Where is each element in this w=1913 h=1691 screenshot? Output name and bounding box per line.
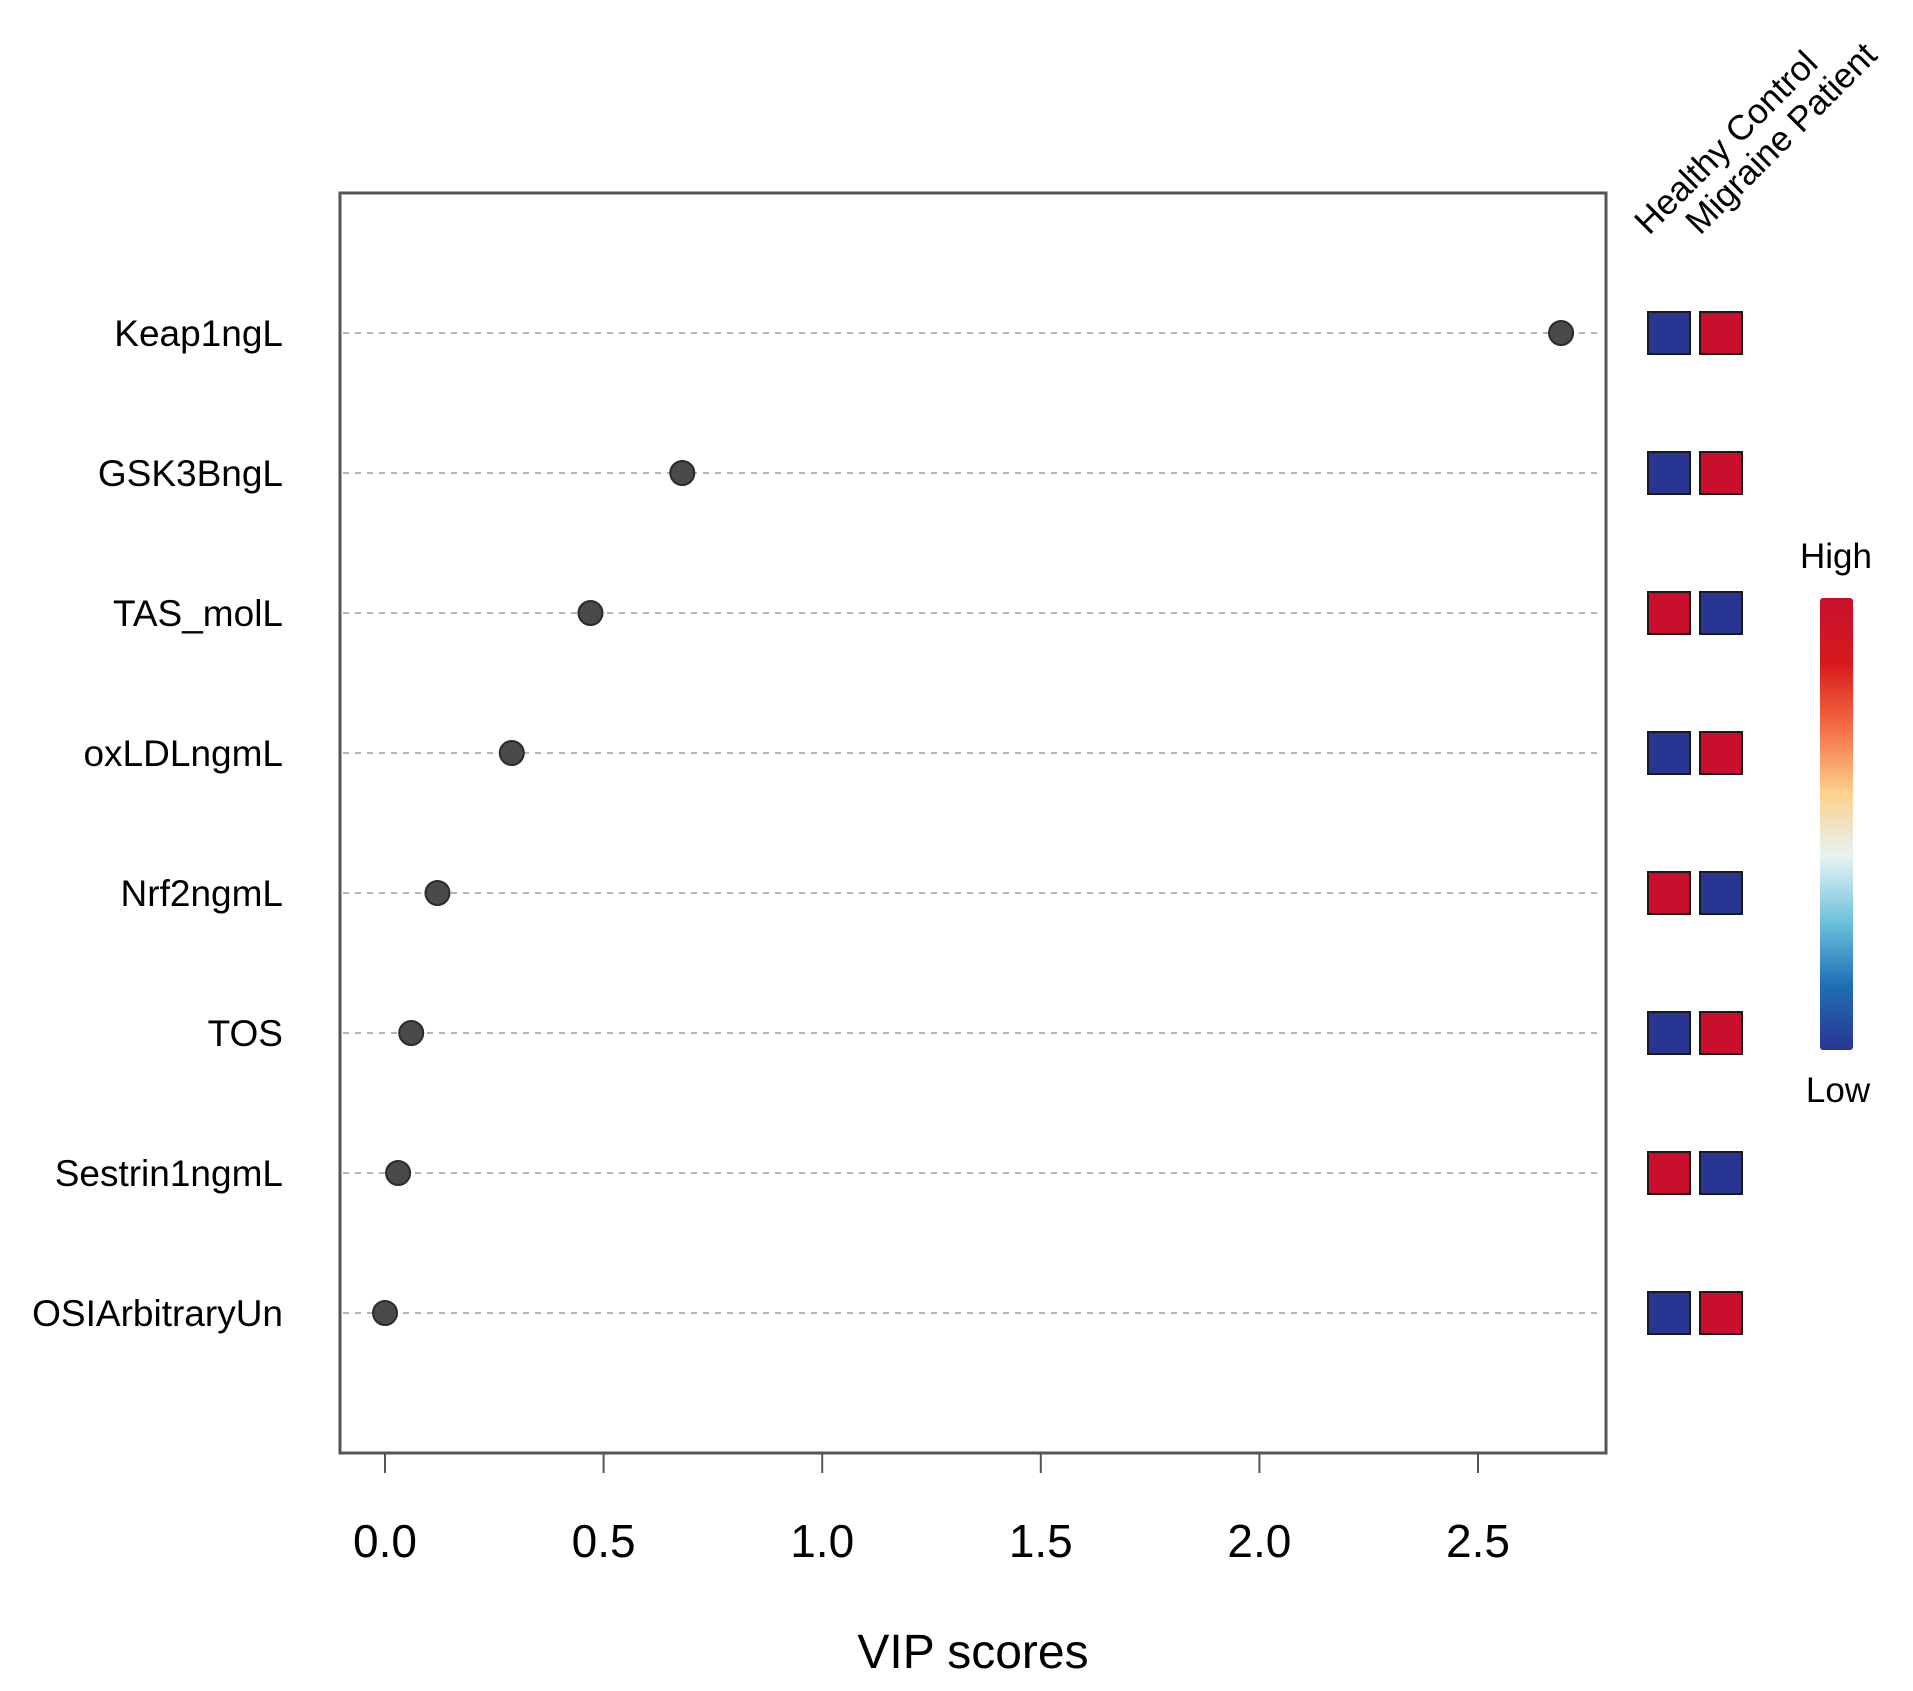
vip-point-keap1ngl xyxy=(1548,320,1575,346)
variable-label: oxLDLngmL xyxy=(83,733,283,774)
vip-point-osiarbitraryun xyxy=(372,1300,398,1326)
variable-labels: Keap1ngL GSK3BngL TAS_molL oxLDLngmL Nrf2ngm… xyxy=(32,313,283,1334)
level-cell-oxldlngml-group-2 xyxy=(1699,731,1743,775)
group-level-cells xyxy=(1647,311,1743,1335)
color-scale-legend: High Low xyxy=(1800,537,1872,1110)
vip-point-sestrin1ngml xyxy=(385,1160,412,1186)
level-cell-tas_moll-group-1 xyxy=(1647,591,1691,635)
variable-label: Sestrin1ngmL xyxy=(55,1153,283,1194)
level-cell-tos-group-1 xyxy=(1647,1011,1691,1055)
level-cell-oxldlngml-group-1 xyxy=(1647,731,1691,775)
x-tick-label: 0.5 xyxy=(572,1515,636,1567)
level-cell-osiarbitraryun-group-2 xyxy=(1699,1291,1743,1335)
color-scale-bar xyxy=(1820,598,1853,1050)
level-cell-nrf2ngml-group-1 xyxy=(1647,871,1691,915)
level-cell-osiarbitraryun-group-1 xyxy=(1647,1291,1691,1335)
level-cell-keap1ngl-group-1 xyxy=(1647,311,1691,355)
variable-label: TOS xyxy=(208,1013,283,1054)
variable-label: TAS_molL xyxy=(113,593,283,634)
level-cell-gsk3bngl-group-1 xyxy=(1647,451,1691,495)
x-tick-label: 0.0 xyxy=(353,1515,417,1567)
gridlines xyxy=(343,332,1603,1314)
x-tick-label: 2.0 xyxy=(1227,1515,1291,1567)
level-cell-keap1ngl-group-2 xyxy=(1699,311,1743,355)
vip-point-tos xyxy=(398,1020,425,1046)
variable-label: OSIArbitraryUn xyxy=(32,1293,283,1334)
variable-label: Keap1ngL xyxy=(114,313,283,354)
level-cell-tos-group-2 xyxy=(1699,1011,1743,1055)
level-cell-nrf2ngml-group-2 xyxy=(1699,871,1743,915)
variable-label: GSK3BngL xyxy=(98,453,283,494)
level-cell-sestrin1ngml-group-2 xyxy=(1699,1151,1743,1195)
color-scale-low-label: Low xyxy=(1806,1071,1871,1110)
level-cell-gsk3bngl-group-2 xyxy=(1699,451,1743,495)
x-tick-label: 1.5 xyxy=(1009,1515,1073,1567)
vip-point-oxldlngml xyxy=(498,740,525,766)
level-cell-tas_moll-group-2 xyxy=(1699,591,1743,635)
vip-point-tas_moll xyxy=(577,600,604,626)
level-cell-sestrin1ngml-group-1 xyxy=(1647,1151,1691,1195)
vip-point-nrf2ngml xyxy=(424,880,451,906)
x-tick-label: 1.0 xyxy=(790,1515,854,1567)
color-scale-high-label: High xyxy=(1800,537,1872,576)
variable-label: Nrf2ngmL xyxy=(121,873,283,914)
plot-frame xyxy=(338,191,1608,1455)
x-axis-title: VIP scores xyxy=(857,1626,1088,1679)
vip-point-gsk3bngl xyxy=(669,460,696,486)
x-tick-label: 2.5 xyxy=(1446,1515,1510,1567)
data-points xyxy=(372,320,1575,1326)
x-axis: 0.0 0.5 1.0 1.5 2.0 2.5 xyxy=(353,1452,1510,1567)
